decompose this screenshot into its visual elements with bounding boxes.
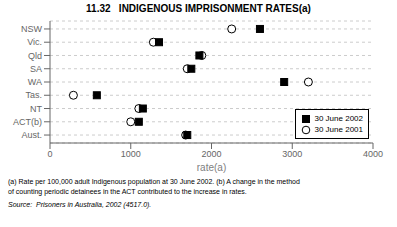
- html-text:of counting periodic detainees: of counting periodic detainees in the AC…: [8, 188, 247, 195]
- svg-text:2000: 2000: [201, 149, 221, 159]
- svg-text:Aust.: Aust.: [21, 130, 42, 140]
- svg-text:rate(a): rate(a): [197, 162, 226, 173]
- svg-text:NSW: NSW: [21, 24, 43, 34]
- html-text:11.32 INDIGENOUS IMPRISONMENT: 11.32 INDIGENOUS IMPRISONMENT RATES(a): [86, 3, 311, 14]
- svg-text:WA: WA: [28, 77, 42, 87]
- html-text:30 June 2002: 30 June 2002: [314, 114, 363, 123]
- html-text:Source: Prisoners in Australia: Source: Prisoners in Australia, 2002 (45…: [8, 201, 152, 208]
- svg-text:4000: 4000: [363, 149, 383, 159]
- svg-text:Qld: Qld: [28, 51, 42, 61]
- svg-text:ACT(b): ACT(b): [13, 117, 42, 127]
- svg-text:3000: 3000: [282, 149, 302, 159]
- html-text:30 June 2001: 30 June 2001: [314, 125, 363, 134]
- svg-text:SA: SA: [30, 64, 42, 74]
- svg-text:0: 0: [47, 149, 52, 159]
- svg-text:Vic.: Vic.: [27, 37, 42, 47]
- svg-text:Tas.: Tas.: [25, 90, 42, 100]
- svg-text:NT: NT: [30, 104, 42, 114]
- svg-text:1000: 1000: [121, 149, 141, 159]
- html-text:(a) Rate per 100,000 adult Ind: (a) Rate per 100,000 adult Indigenous po…: [8, 178, 300, 185]
